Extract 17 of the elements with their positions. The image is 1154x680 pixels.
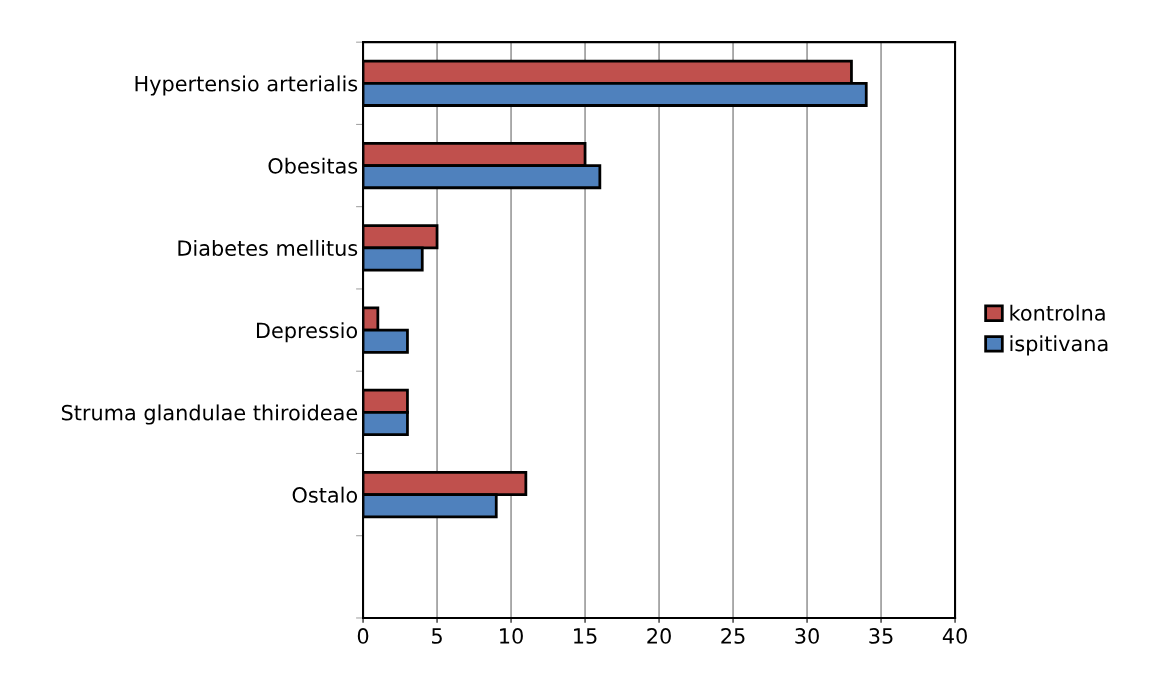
x-tick-label: 5 bbox=[432, 628, 442, 644]
y-tick-label: Hypertensio arterialis bbox=[135, 75, 358, 96]
x-tick-label: 40 bbox=[942, 628, 967, 644]
y-tick-label: Depressio bbox=[256, 322, 358, 343]
x-tick-label: 20 bbox=[647, 628, 671, 644]
y-tick-label: Diabetes mellitus bbox=[178, 239, 358, 257]
x-tick-label: 30 bbox=[795, 628, 819, 644]
y-tick-label: Struma glandulae thiroideae bbox=[61, 404, 358, 425]
y-tick-label: Obesitas bbox=[268, 157, 358, 174]
x-tick-label: 15 bbox=[574, 628, 597, 644]
y-tick-label: Ostalo bbox=[292, 486, 358, 503]
x-tick-label: 0 bbox=[357, 628, 369, 644]
legend-label: kontrolna bbox=[1010, 304, 1105, 321]
x-tick-label: 25 bbox=[721, 628, 745, 644]
x-tick-label: 10 bbox=[500, 628, 523, 644]
legend-label: ispitivana bbox=[1010, 335, 1108, 356]
x-tick-label: 35 bbox=[869, 628, 893, 644]
